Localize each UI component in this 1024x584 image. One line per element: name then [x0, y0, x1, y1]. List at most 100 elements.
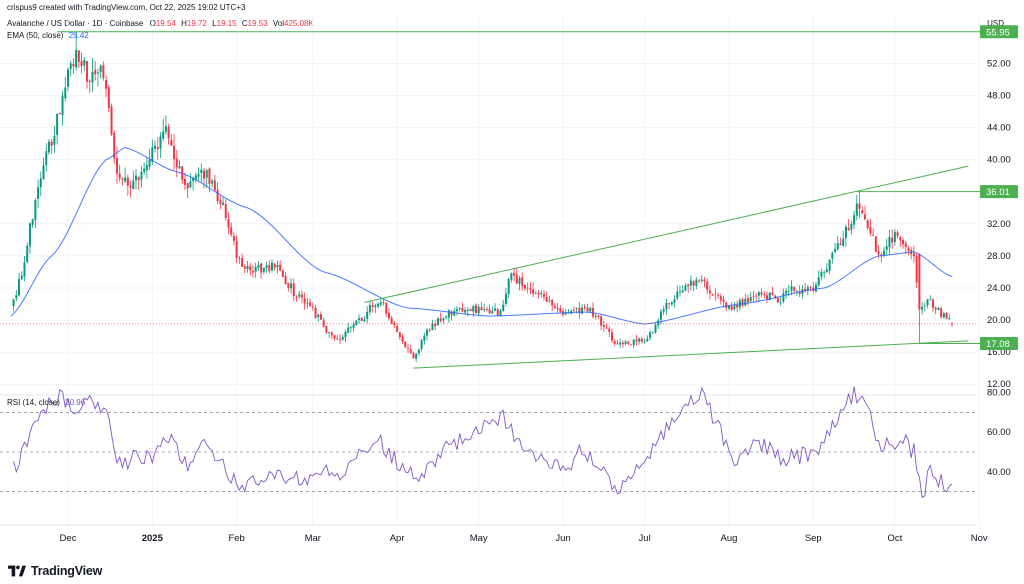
candle [254, 262, 257, 278]
candle-body [556, 307, 559, 310]
candle [752, 290, 755, 303]
candle [143, 162, 146, 175]
candle [847, 219, 850, 231]
candle [58, 112, 61, 115]
candle-body [186, 183, 189, 189]
candle-body [317, 314, 320, 318]
candle [34, 198, 37, 229]
candle [238, 255, 241, 264]
candle [213, 174, 216, 193]
candle [257, 261, 260, 271]
candle [494, 303, 497, 312]
candle-body [102, 64, 105, 79]
candle-body [183, 179, 186, 185]
attribution-text: crispus9 created with TradingView.com, O… [7, 3, 246, 12]
candle [583, 303, 586, 311]
price-tick-label: 20.00 [987, 315, 1011, 326]
candle [627, 340, 630, 346]
candle [88, 79, 91, 94]
candle-body [679, 291, 681, 293]
candle [545, 291, 548, 303]
candle [597, 315, 600, 320]
candle [186, 182, 189, 198]
candle-body [135, 175, 137, 181]
candle [578, 302, 581, 319]
candle [918, 253, 921, 344]
candle [638, 337, 641, 345]
candle-body [662, 309, 665, 312]
candle-body [850, 223, 853, 230]
candle-body [698, 280, 701, 282]
candle [488, 304, 491, 315]
candle [344, 329, 347, 343]
candle-body [115, 157, 118, 174]
candle-body [507, 279, 510, 294]
candle [600, 314, 603, 331]
candle-body [537, 292, 540, 295]
candle [453, 307, 456, 317]
candle [398, 332, 401, 340]
candle-body [543, 294, 545, 297]
candle [779, 296, 782, 306]
candle-body [393, 323, 396, 326]
candle-body [923, 305, 926, 307]
candle-body [50, 141, 53, 146]
candle [668, 302, 671, 310]
candle [657, 318, 660, 329]
candle-body [722, 299, 725, 303]
candle-body [529, 288, 532, 290]
candle [940, 306, 943, 319]
candle [774, 294, 777, 300]
candle-body [608, 328, 611, 332]
candle [352, 321, 355, 332]
time-tick-label: Nov [971, 533, 988, 544]
candle-body [118, 173, 121, 179]
candle-body [521, 277, 524, 287]
candle [907, 245, 910, 256]
candle-body [306, 303, 309, 304]
candle-body [194, 175, 197, 180]
rsi-tick-label: 40.00 [987, 467, 1011, 478]
candle-body [632, 339, 635, 346]
price-tick-label: 44.00 [987, 123, 1011, 134]
candle [319, 311, 322, 320]
candle [306, 298, 309, 309]
currency-label: USD [987, 19, 1004, 28]
candle [747, 294, 749, 306]
candle-body [159, 136, 162, 149]
candle-body [779, 302, 782, 304]
candle-body [238, 257, 241, 259]
candle-body [676, 291, 679, 299]
price-tick-label: 24.00 [987, 283, 1011, 294]
candle-body [630, 343, 633, 345]
candle [885, 238, 888, 256]
candle [232, 232, 235, 246]
candle-body [475, 305, 477, 314]
candle [695, 277, 698, 290]
candle-body [766, 295, 769, 299]
candle-body [37, 187, 40, 199]
candle-body [885, 246, 888, 250]
candle [866, 218, 869, 231]
candle-body [951, 323, 953, 325]
candle [121, 177, 124, 186]
candle [619, 338, 622, 349]
candle [719, 293, 722, 305]
high-label: H [181, 19, 187, 28]
candle [156, 137, 159, 160]
candle [793, 286, 796, 294]
candle-body [420, 340, 423, 349]
candle-body [638, 338, 641, 342]
candle [129, 181, 132, 198]
candle [812, 282, 815, 293]
candle [415, 352, 418, 362]
candle [47, 139, 50, 155]
candle-body [912, 253, 915, 257]
candle [330, 331, 333, 340]
candle [831, 251, 834, 264]
candle-body [945, 312, 948, 319]
candle-body [589, 307, 592, 312]
candle [844, 224, 847, 247]
candle-body [69, 63, 72, 69]
